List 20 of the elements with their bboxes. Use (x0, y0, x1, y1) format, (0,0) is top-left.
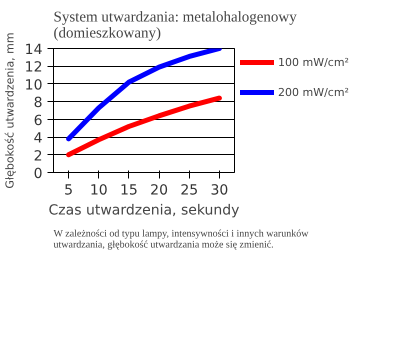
x-tick-label: 5 (64, 182, 74, 198)
legend-label: 200 mW/cm² (278, 86, 349, 98)
y-tick-label: 8 (34, 95, 43, 112)
y-tick-label: 14 (24, 42, 43, 58)
x-tick-label: 20 (150, 182, 168, 198)
legend-label: 100 mW/cm² (278, 56, 349, 68)
x-axis-title: Czas utwardzenia, sekundy (48, 202, 240, 218)
y-tick-label: 0 (34, 166, 43, 182)
y-tick-label: 4 (34, 130, 43, 147)
y-tick-label: 10 (24, 77, 43, 94)
x-tick-label: 30 (210, 182, 228, 198)
x-tick-label: 15 (120, 182, 138, 198)
chart-title: System utwardzania: metalohalogenowy (domieszkowany) (54, 10, 298, 42)
text: W zależności od typu lampy, intensywności i innych warunków utwardzania, głębokość utwardzania może się zmienić. (54, 228, 310, 250)
y-tick-label: 12 (24, 60, 43, 76)
y-tick-label: 2 (34, 148, 43, 164)
x-tick-label: 25 (180, 182, 198, 198)
y-tick-label: 6 (34, 112, 43, 129)
y-axis-title: Głębokość utwardzenia, mm (4, 32, 17, 189)
x-tick-label: 10 (90, 182, 108, 198)
